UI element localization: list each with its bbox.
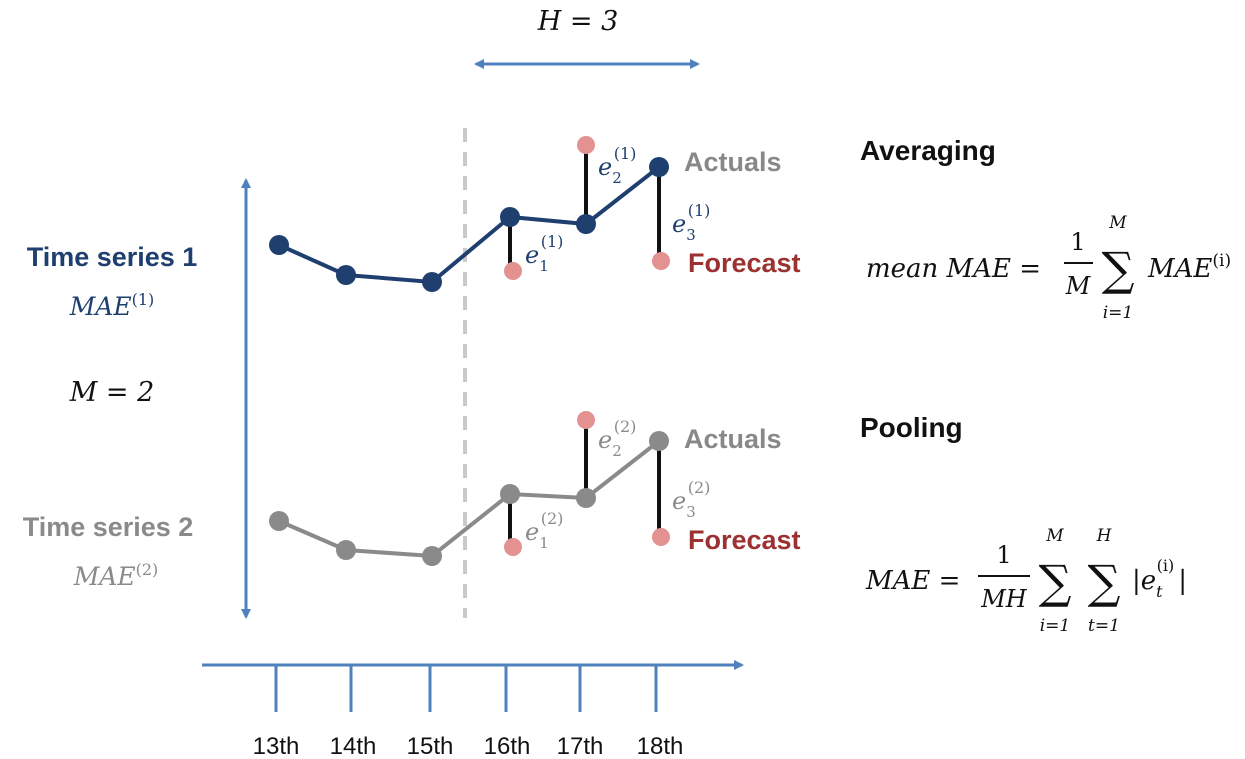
pooling-sum1-top: M [1045, 526, 1064, 546]
series-2-point [422, 546, 442, 566]
axis-tick-label: 17th [557, 733, 604, 759]
error-label-1-3: e3(1) [672, 201, 710, 244]
pooling-frac-den: MH [980, 585, 1028, 613]
series-1-point [576, 214, 596, 234]
error-label-2-3: e3(2) [672, 478, 710, 521]
axis-tick-label: 13th [253, 733, 300, 759]
averaging-lhs: mean MAE = [866, 254, 1041, 284]
series-1-point [500, 207, 520, 227]
series-2-point [269, 511, 289, 531]
series-2-line [278, 439, 661, 559]
m-label: M = 2 [69, 377, 155, 408]
series-2-point [649, 431, 669, 451]
error-label-1-2: e2(1) [598, 144, 636, 187]
sigma-icon: ∑ [1102, 242, 1135, 296]
series-1-line [278, 165, 661, 285]
error-label-2-2: e2(2) [598, 417, 636, 460]
axis-tick-label: 14th [330, 733, 377, 759]
series-2-mae: MAE(2) [73, 560, 159, 591]
series-2-point [576, 488, 596, 508]
averaging-title: Averaging [860, 135, 996, 166]
horizon-label: H = 3 [537, 6, 619, 37]
forecast-point [577, 136, 595, 154]
axis-tick-label: 16th [484, 733, 531, 759]
forecast-point [652, 252, 670, 270]
series-1-point [422, 272, 442, 292]
pooling-section: Pooling MAE = 1 MH M ∑ i=1 H ∑ t=1 |et(i… [860, 412, 1187, 636]
axis-tick-label: 18th [637, 733, 684, 759]
forecast-point [652, 528, 670, 546]
pooling-lhs: MAE = [865, 566, 960, 596]
series-1-labels: Time series 1 MAE(1) [27, 242, 198, 321]
time-axis: 13th 14th 15th 16th 17th 18th [202, 660, 744, 759]
forecast-label-1: Forecast [688, 248, 801, 278]
averaging-term: MAE(i) [1147, 251, 1231, 284]
series-2-point [500, 484, 520, 504]
error-label-1-1: e1(1) [525, 232, 563, 275]
averaging-section: Averaging mean MAE = 1 M M ∑ i=1 MAE(i) [860, 135, 1231, 323]
series-1-name: Time series 1 [27, 242, 198, 272]
forecast-point [504, 538, 522, 556]
series-1-point [269, 235, 289, 255]
series-1-plot: e1(1) e2(1) e3(1) Actuals Forecast [269, 136, 801, 292]
averaging-sum-bottom: i=1 [1103, 303, 1134, 323]
pooling-term: |et(i)| [1132, 556, 1187, 601]
axis-tick-label: 15th [407, 733, 454, 759]
series-2-name: Time series 2 [23, 512, 194, 542]
series-2-plot: e1(2) e2(2) e3(2) Actuals Forecast [269, 411, 801, 566]
averaging-frac-num: 1 [1070, 228, 1085, 256]
series-1-point [336, 265, 356, 285]
series-2-labels: Time series 2 MAE(2) [23, 512, 194, 591]
averaging-frac-den: M [1065, 272, 1092, 300]
pooling-sum1-bottom: i=1 [1040, 616, 1071, 636]
pooling-sum2-bottom: t=1 [1088, 616, 1120, 636]
series-1-point [649, 157, 669, 177]
pooling-frac-num: 1 [996, 541, 1011, 569]
sigma-icon: ∑ [1039, 555, 1072, 609]
series-2-point [336, 540, 356, 560]
averaging-sum-top: M [1108, 213, 1127, 233]
pooling-sum2-top: H [1096, 526, 1113, 546]
forecast-label-2: Forecast [688, 525, 801, 555]
forecast-point [577, 411, 595, 429]
actuals-label-1: Actuals [684, 147, 782, 177]
forecast-point [504, 262, 522, 280]
horizon-marker: H = 3 [474, 6, 700, 69]
pooling-title: Pooling [860, 412, 963, 443]
sigma-icon: ∑ [1088, 555, 1121, 609]
series-1-mae: MAE(1) [69, 290, 155, 321]
actuals-label-2: Actuals [684, 424, 782, 454]
error-label-2-1: e1(2) [525, 509, 563, 552]
